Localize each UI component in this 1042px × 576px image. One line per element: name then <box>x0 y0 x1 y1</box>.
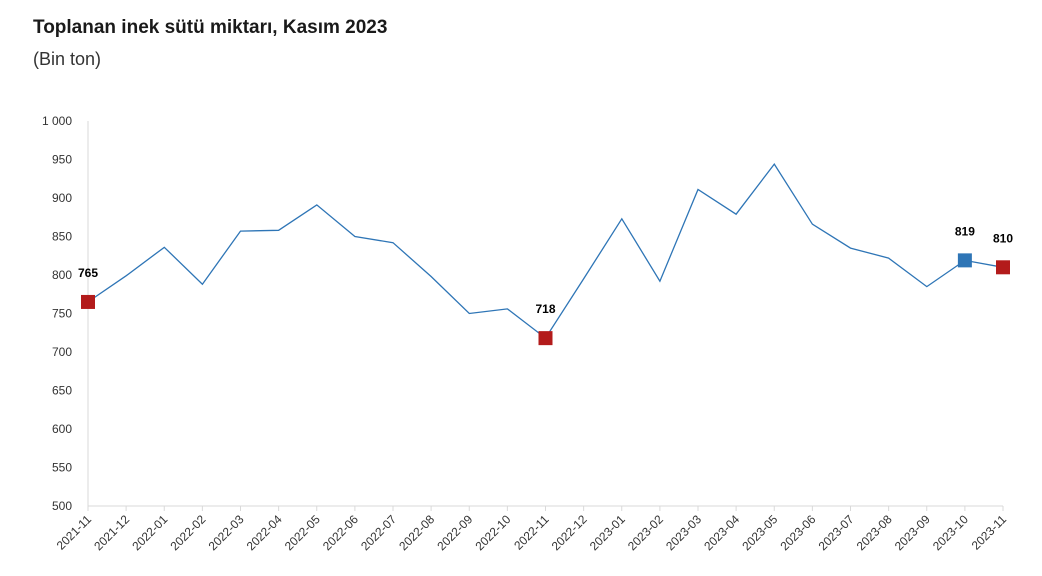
x-tick-label: 2023-09 <box>892 512 933 553</box>
y-tick-label: 950 <box>52 153 72 167</box>
x-tick-label: 2022-02 <box>167 512 208 553</box>
y-tick-label: 550 <box>52 461 72 475</box>
chart-subtitle: (Bin ton) <box>33 49 102 69</box>
y-tick-label: 850 <box>52 230 72 244</box>
x-tick-label: 2023-05 <box>739 512 780 553</box>
y-tick-label: 900 <box>52 191 72 205</box>
data-label: 765 <box>78 266 98 280</box>
x-tick-label: 2022-05 <box>282 512 323 553</box>
x-tick-label: 2021-12 <box>91 512 132 553</box>
x-tick-label: 2023-01 <box>587 512 628 553</box>
x-tick-label: 2023-07 <box>816 512 857 553</box>
y-tick-label: 600 <box>52 422 72 436</box>
x-tick-label: 2021-11 <box>54 512 95 553</box>
x-tick-label: 2022-06 <box>320 512 361 553</box>
x-tick-label: 2023-03 <box>663 512 704 553</box>
x-tick-label: 2023-04 <box>701 512 742 553</box>
x-tick-label: 2023-02 <box>625 512 666 553</box>
data-label: 819 <box>955 224 975 238</box>
x-tick-label: 2023-11 <box>969 512 1010 553</box>
y-tick-label: 750 <box>52 307 72 321</box>
y-tick-label: 1 000 <box>42 114 72 128</box>
x-tick-label: 2023-06 <box>777 512 818 553</box>
x-tick-label: 2022-07 <box>358 512 399 553</box>
data-label: 810 <box>993 231 1013 245</box>
chart-title: Toplanan inek sütü miktarı, Kasım 2023 <box>33 17 388 38</box>
x-tick-label: 2023-08 <box>854 512 895 553</box>
x-tick-label: 2022-10 <box>472 512 513 553</box>
x-tick-label: 2022-03 <box>206 512 247 553</box>
data-marker <box>81 294 95 309</box>
x-tick-label: 2022-11 <box>511 512 552 553</box>
data-marker <box>538 331 553 346</box>
data-marker <box>996 260 1010 275</box>
data-label: 718 <box>535 302 555 316</box>
y-tick-label: 650 <box>52 384 72 398</box>
y-tick-label: 800 <box>52 268 72 282</box>
x-tick-label: 2022-09 <box>434 512 475 553</box>
y-tick-label: 500 <box>52 499 72 513</box>
data-marker <box>957 253 972 268</box>
x-tick-label: 2022-01 <box>129 512 170 553</box>
x-tick-label: 2022-08 <box>396 512 437 553</box>
x-tick-label: 2022-04 <box>244 512 285 553</box>
x-tick-label: 2023-10 <box>930 512 971 553</box>
y-tick-label: 700 <box>52 345 72 359</box>
x-tick-label: 2022-12 <box>549 512 590 553</box>
